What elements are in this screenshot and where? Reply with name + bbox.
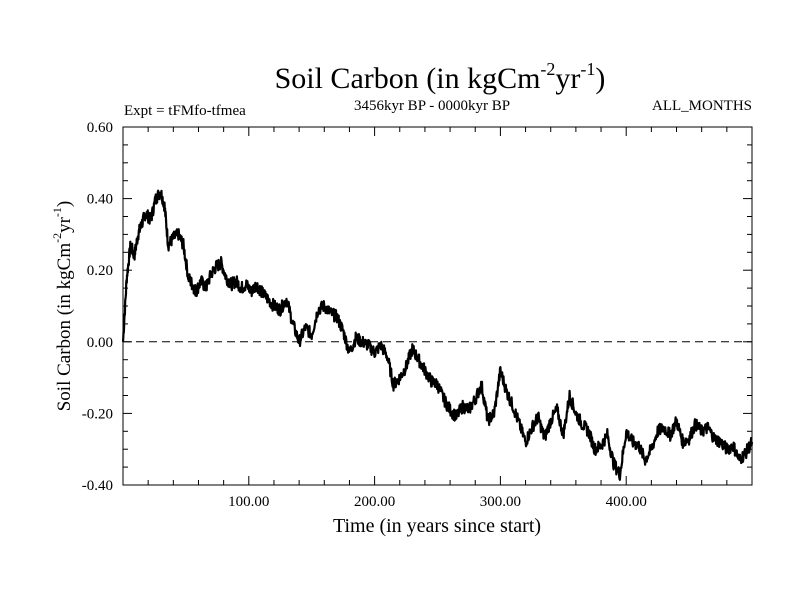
x-tick-label: 200.00	[354, 494, 395, 510]
x-axis-tick-labels: 100.00 200.00 300.00 400.00	[228, 494, 647, 510]
y-axis-label-end: )	[54, 201, 75, 207]
chart-title-end: )	[595, 62, 605, 95]
chart-title: Soil Carbon (in kgCm-2yr-1)	[275, 59, 606, 95]
y-tick-label: -0.40	[82, 478, 113, 494]
y-tick-label: -0.20	[82, 406, 113, 422]
y-axis-label-main: Soil Carbon (in kgCm	[54, 243, 75, 412]
y-axis-label-sup1: -2	[50, 233, 64, 243]
y-tick-label: 0.60	[87, 120, 113, 136]
months-label: ALL_MONTHS	[652, 98, 752, 114]
y-axis-label: Soil Carbon (in kgCm-2yr-1)	[50, 201, 75, 412]
y-tick-label: 0.20	[87, 263, 113, 279]
chart-title-mid: yr	[555, 62, 580, 95]
x-axis-label: Time (in years since start)	[333, 515, 541, 537]
x-tick-label: 300.00	[480, 494, 521, 510]
x-tick-label: 100.00	[228, 494, 269, 510]
x-axis-ticks	[147, 127, 728, 485]
chart-title-main: Soil Carbon (in kgCm	[275, 62, 541, 95]
y-axis-tick-labels: -0.40 -0.20 0.00 0.20 0.40 0.60	[82, 120, 113, 494]
chart-title-sup1: -2	[540, 59, 555, 79]
chart-title-sup2: -1	[580, 59, 595, 79]
time-range-label: 3456kyr BP - 0000kyr BP	[354, 98, 510, 114]
y-tick-label: 0.40	[87, 192, 113, 208]
x-tick-label: 400.00	[606, 494, 647, 510]
y-axis-label-sup2: -1	[50, 207, 64, 217]
soil-carbon-series-line	[121, 189, 754, 481]
y-tick-label: 0.00	[87, 335, 113, 351]
y-axis-label-mid: yr	[54, 216, 75, 233]
experiment-label: Expt = tFMfo-tfmea	[124, 103, 246, 119]
